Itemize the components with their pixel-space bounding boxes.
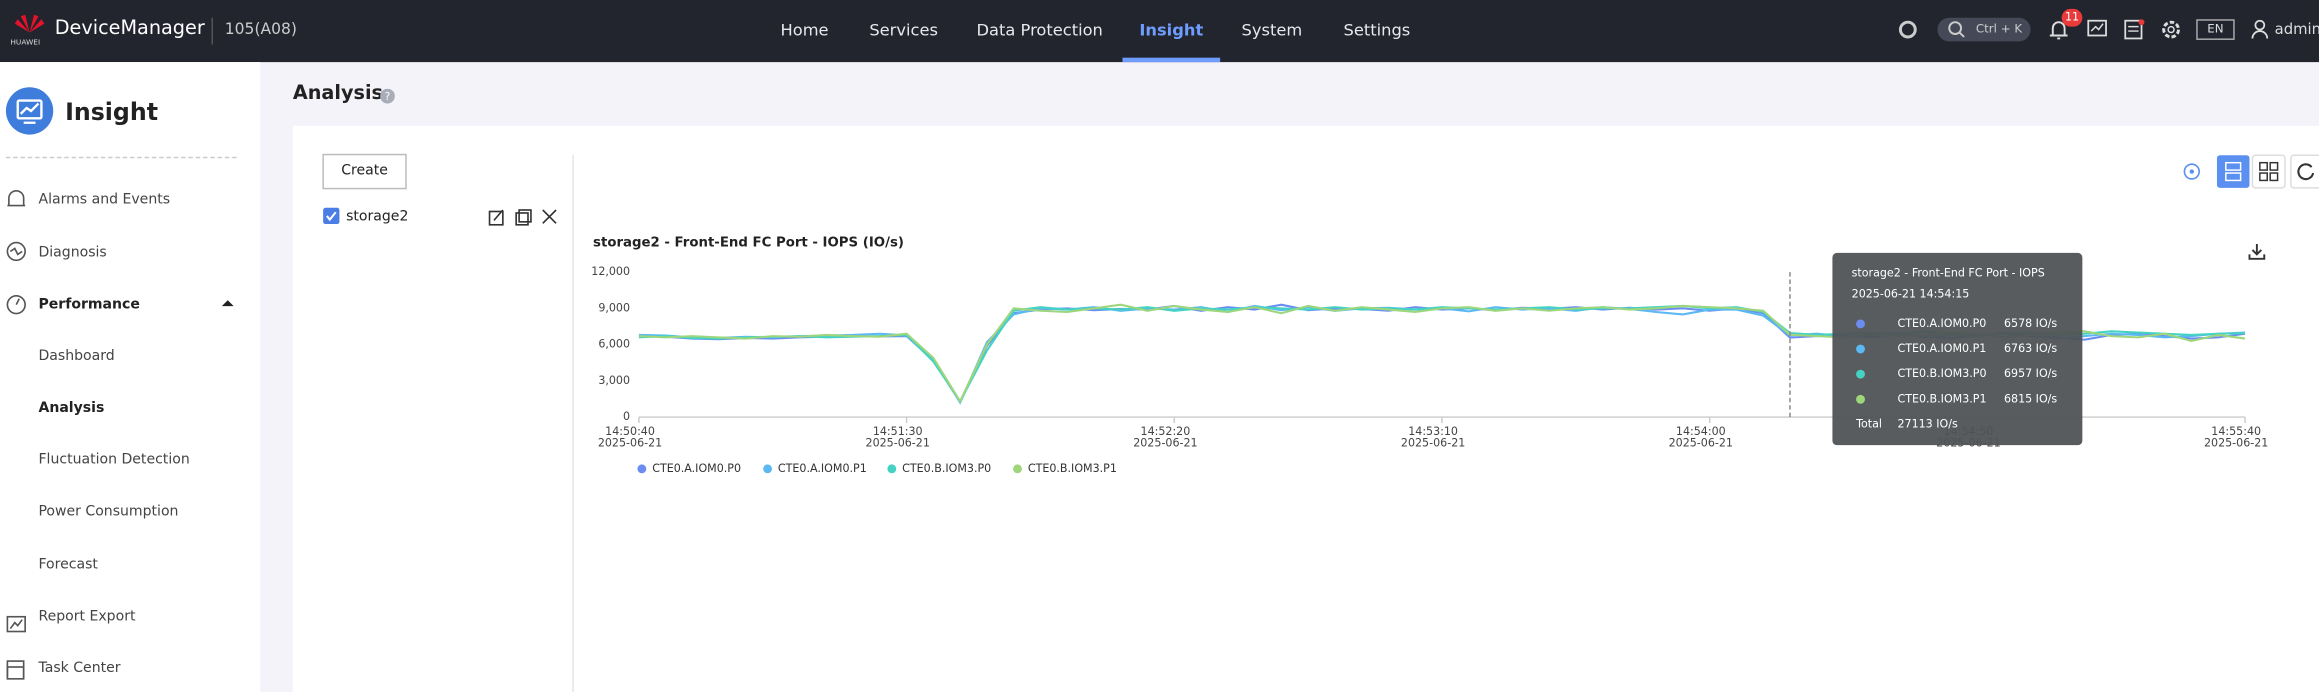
- nav-item[interactable]: Data Protection: [976, 20, 1103, 40]
- legend-dot: [637, 464, 647, 474]
- tooltip-time: 2025-06-21 14:54:15: [1852, 287, 1970, 300]
- search-hint: Ctrl + K: [1975, 22, 2023, 36]
- bell-icon[interactable]: [2048, 19, 2069, 41]
- tooltip-total: 27113 IO/s: [1897, 417, 1957, 430]
- menu-item[interactable]: Task Center: [38, 660, 121, 677]
- tooltip-dot: [1856, 394, 1865, 404]
- nav-underline: [1122, 57, 1221, 63]
- y-tick-label: 6,000: [598, 338, 630, 351]
- x-tick-label: 14:51:30: [873, 425, 923, 438]
- x-tick-date: 2025-06-21: [1133, 437, 1197, 450]
- x-tick-date: 2025-06-21: [2204, 437, 2268, 450]
- badge: 11: [2061, 8, 2083, 27]
- legend-dot: [763, 464, 773, 474]
- search-icon: [1948, 21, 1965, 38]
- separator: [211, 17, 213, 45]
- caret: [221, 300, 234, 307]
- menu-item[interactable]: Fluctuation Detection: [38, 451, 190, 469]
- checkbox[interactable]: [322, 207, 340, 225]
- menu-item[interactable]: Forecast: [38, 556, 98, 574]
- menu-item[interactable]: Report Export: [38, 608, 136, 625]
- x-tick-date: 2025-06-21: [1401, 437, 1465, 450]
- create-button[interactable]: Create: [322, 153, 407, 190]
- x-tick-label: 14:54:00: [1676, 425, 1726, 438]
- tooltip-dot: [1856, 369, 1865, 379]
- tooltip-value: 6763 IO/s: [2004, 342, 2057, 355]
- y-tick-label: 9,000: [598, 301, 630, 314]
- x-tick-label: 14:53:10: [1408, 425, 1458, 438]
- menu-item[interactable]: Dashboard: [38, 348, 115, 365]
- monitor-icon[interactable]: [2087, 19, 2108, 40]
- nav-item[interactable]: Settings: [1343, 20, 1411, 40]
- x-tick-date: 2025-06-21: [1669, 437, 1733, 450]
- tooltip-name: CTE0.B.IOM3.P0: [1897, 367, 1986, 380]
- download-icon[interactable]: [2248, 243, 2266, 261]
- tooltip-value: 6957 IO/s: [2004, 367, 2057, 380]
- chart-toolbar[interactable]: [2181, 154, 2319, 189]
- tooltip-title: storage2 - Front-End FC Port - IOPS: [1852, 267, 2045, 280]
- x-tick-label: 14:50:40: [605, 425, 655, 438]
- nav-item[interactable]: Home: [780, 20, 829, 40]
- y-tick-label: 12,000: [591, 265, 630, 278]
- menu-item[interactable]: Power Consumption: [38, 503, 179, 520]
- user-icon: [2251, 19, 2269, 39]
- brand: DeviceManager: [54, 17, 205, 40]
- help-icon[interactable]: ?: [380, 88, 395, 104]
- object-actions[interactable]: [488, 209, 559, 227]
- sidebar: Insight Alarms and Events Diagnosis Perf…: [0, 62, 261, 692]
- device: 105(A08): [224, 20, 297, 39]
- pane-divider: [572, 155, 574, 692]
- sidebar-title: Insight: [65, 97, 159, 126]
- legend-label: CTE0.A.IOM0.P0: [652, 462, 741, 475]
- nav-item[interactable]: Services: [869, 20, 938, 40]
- menu-item[interactable]: Diagnosis: [38, 244, 107, 262]
- chart-title: storage2 - Front-End FC Port - IOPS (IO/…: [593, 236, 904, 251]
- tooltip-name: CTE0.A.IOM0.P1: [1897, 342, 1986, 355]
- tooltip-value: 6815 IO/s: [2004, 392, 2057, 405]
- legend-label: CTE0.B.IOM3.P0: [902, 462, 991, 475]
- menu-item[interactable]: Alarms and Events: [38, 191, 171, 208]
- top-bar: HUAWEI DeviceManager 105(A08) Home Servi…: [0, 0, 2319, 63]
- menu-icons: [6, 190, 26, 678]
- object-name: storage2: [346, 208, 409, 225]
- tooltip-dot: [1856, 319, 1865, 329]
- user[interactable]: admin: [2274, 22, 2319, 39]
- nav-item[interactable]: System: [1241, 20, 1303, 40]
- search-box[interactable]: [1937, 17, 2031, 42]
- logo-text: HUAWEI: [10, 38, 41, 48]
- y-tick-label: 0: [623, 410, 630, 423]
- language[interactable]: EN: [2196, 19, 2235, 40]
- tooltip: storage2 - Front-End FC Port - IOPS 2025-…: [1832, 252, 2083, 446]
- tooltip-dot: [1856, 344, 1865, 354]
- theme-icon[interactable]: [1897, 19, 1918, 40]
- y-tick-label: 3,000: [598, 374, 630, 387]
- task-icon[interactable]: [2124, 18, 2145, 40]
- insight-icon: [5, 87, 54, 135]
- logo: [14, 14, 45, 33]
- tooltip-value: 6578 IO/s: [2004, 317, 2057, 330]
- legend-dot: [887, 464, 897, 474]
- tooltip-box: [1832, 252, 2083, 446]
- nav-item[interactable]: Insight: [1139, 20, 1204, 40]
- x-tick-date: 2025-06-21: [598, 437, 662, 450]
- divider: [5, 156, 237, 159]
- svg-text:?: ?: [385, 91, 391, 103]
- menu-item[interactable]: Performance: [38, 296, 140, 313]
- legend-dot: [1013, 464, 1022, 474]
- page-title: Analysis: [292, 82, 383, 106]
- menu-item[interactable]: Analysis: [38, 400, 105, 417]
- settings-icon[interactable]: [2161, 19, 2182, 40]
- legend-label: CTE0.A.IOM0.P1: [778, 462, 867, 475]
- x-tick-label: 14:55:40: [2211, 425, 2261, 438]
- tooltip-name: CTE0.A.IOM0.P0: [1897, 317, 1986, 330]
- x-tick-label: 14:52:20: [1141, 425, 1191, 438]
- x-tick-date: 2025-06-21: [866, 437, 930, 450]
- legend-label: CTE0.B.IOM3.P1: [1028, 462, 1117, 475]
- task-center-icon: [6, 660, 25, 680]
- tooltip-name: CTE0.B.IOM3.P1: [1897, 392, 1986, 405]
- tooltip-total-label: Total: [1855, 417, 1882, 430]
